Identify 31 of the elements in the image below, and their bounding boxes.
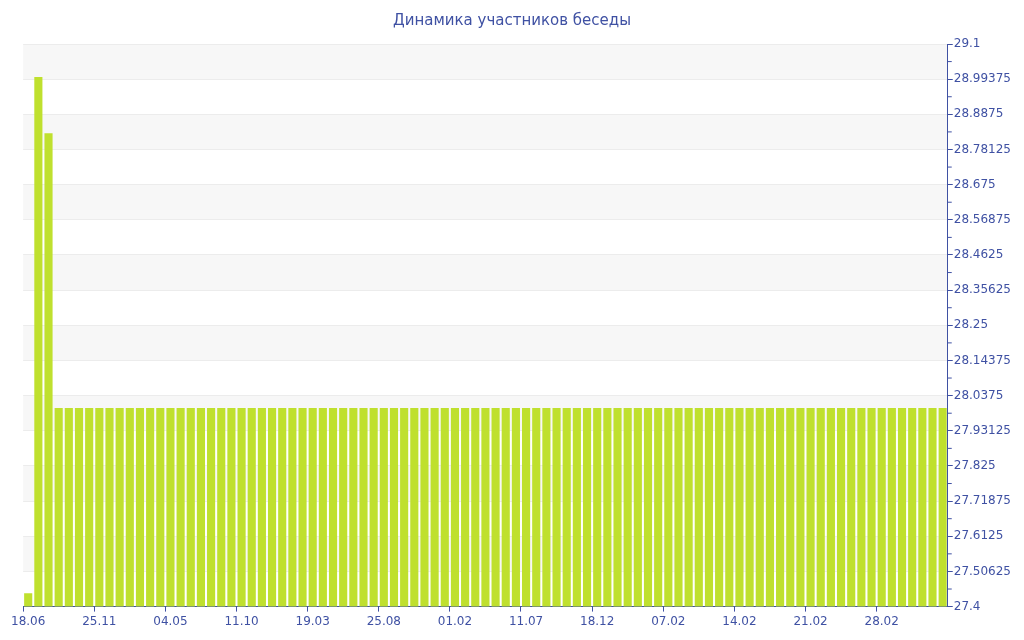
y-tick-label: 28.0375 (953, 387, 1004, 402)
x-tick-label: 07.02 (651, 613, 686, 628)
x-tick-label: 21.02 (793, 613, 828, 628)
x-tick-label: 18.06 (11, 613, 46, 628)
y-tick-label: 28.14375 (953, 352, 1012, 367)
x-tick-label: 25.08 (366, 613, 401, 628)
x-tick-label: 04.05 (153, 613, 188, 628)
y-tick-label: 27.6125 (953, 528, 1004, 543)
y-tick-label: 27.825 (953, 458, 996, 473)
x-tick-label: 19.03 (295, 613, 330, 628)
y-tick-label: 28.56875 (953, 211, 1012, 226)
y-tick-label: 27.93125 (953, 422, 1012, 437)
y-tick-label: 28.8875 (953, 106, 1004, 121)
y-tick-label: 29.1 (953, 36, 981, 51)
y-tick-label: 27.4 (953, 598, 981, 613)
y-tick-label: 28.78125 (953, 141, 1012, 156)
x-tick-label: 01.02 (437, 613, 473, 628)
x-tick-label: 11.07 (508, 613, 544, 628)
x-tick-label: 14.02 (722, 613, 757, 628)
y-tick-label: 28.4625 (953, 247, 1004, 262)
y-tick-label: 27.71875 (953, 493, 1012, 508)
chart-title: Динамика участников беседы (392, 10, 632, 29)
x-tick-label: 11.10 (224, 613, 259, 628)
x-tick-label: 25.11 (82, 613, 117, 628)
y-tick-label: 27.50625 (953, 563, 1012, 578)
x-tick-label: 18.12 (580, 613, 615, 628)
y-tick-label: 28.675 (953, 176, 996, 191)
y-tick-label: 28.35625 (953, 282, 1012, 297)
y-tick-label: 28.25 (953, 317, 989, 332)
y-tick-label: 28.99375 (953, 71, 1012, 86)
x-tick-label: 28.02 (864, 613, 899, 628)
